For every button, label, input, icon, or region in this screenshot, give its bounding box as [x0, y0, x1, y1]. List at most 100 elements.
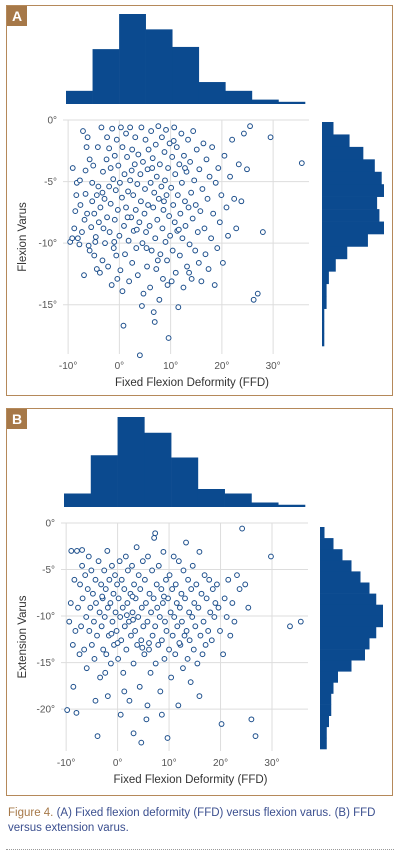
data-point: [132, 134, 139, 141]
data-point: [178, 590, 185, 597]
y-histogram-bar: [320, 726, 327, 739]
data-point: [211, 282, 218, 288]
data-point: [139, 644, 146, 651]
data-point: [164, 735, 171, 741]
data-point: [86, 156, 93, 163]
x-histogram-bar: [251, 502, 279, 507]
x-histogram-bar: [92, 49, 120, 104]
data-point: [196, 166, 203, 173]
data-point: [92, 239, 99, 245]
data-point: [101, 614, 108, 620]
data-point: [113, 252, 120, 259]
x-histogram-bar: [119, 14, 146, 104]
data-point: [118, 124, 124, 131]
data-point: [79, 229, 85, 235]
data-point: [242, 581, 249, 588]
data-point: [175, 304, 182, 311]
data-point: [152, 141, 159, 148]
data-point: [84, 586, 91, 592]
data-point: [102, 240, 108, 247]
data-point: [100, 168, 106, 175]
data-point: [182, 165, 188, 171]
data-point: [116, 232, 123, 239]
data-point: [171, 219, 178, 226]
data-point: [141, 210, 148, 217]
data-point: [183, 628, 190, 634]
data-point: [195, 259, 202, 266]
data-point: [298, 160, 305, 167]
x-tick-label: 30°: [264, 758, 279, 769]
data-point: [199, 186, 206, 192]
data-point: [89, 198, 96, 205]
data-point: [190, 128, 197, 134]
data-point: [136, 219, 143, 226]
data-point: [79, 595, 86, 602]
y-histogram-bar: [320, 538, 334, 550]
data-point: [73, 709, 80, 716]
data-point: [152, 530, 159, 537]
data-point: [143, 600, 149, 606]
data-point: [138, 604, 145, 611]
data-point: [195, 604, 202, 611]
data-point: [244, 166, 250, 173]
data-point: [94, 632, 100, 639]
data-point: [74, 548, 80, 554]
data-point: [71, 225, 78, 232]
data-point: [151, 534, 158, 541]
y-histogram-bar: [320, 671, 338, 683]
data-point: [90, 590, 96, 597]
data-point: [128, 632, 134, 639]
data-point: [116, 558, 123, 565]
data-point: [162, 177, 168, 184]
data-point: [176, 252, 183, 259]
data-point: [160, 275, 166, 282]
data-point: [212, 179, 219, 186]
data-point: [147, 284, 154, 291]
data-point: [145, 553, 151, 560]
data-point: [106, 229, 113, 235]
data-point: [193, 581, 200, 588]
data-point: [170, 138, 177, 144]
data-point: [93, 266, 100, 272]
data-point: [115, 655, 122, 662]
y-tick-label: -15°: [37, 658, 55, 669]
data-point: [72, 628, 79, 634]
data-point: [166, 213, 172, 219]
data-point: [182, 595, 188, 602]
data-point: [172, 651, 179, 658]
data-point: [161, 593, 167, 600]
panel-label: A: [7, 6, 27, 26]
data-point: [168, 674, 175, 681]
data-point: [152, 623, 159, 630]
data-point: [183, 539, 189, 546]
data-point: [114, 207, 121, 213]
data-point: [81, 646, 88, 653]
data-point: [101, 567, 108, 574]
data-point: [112, 609, 119, 616]
data-point: [205, 266, 212, 272]
data-point: [177, 210, 184, 217]
y-histogram-bar: [322, 321, 325, 334]
data-point: [169, 247, 176, 254]
data-point: [184, 263, 190, 270]
data-point: [98, 581, 105, 588]
data-point: [188, 275, 195, 282]
data-point: [206, 173, 213, 180]
data-point: [159, 225, 166, 232]
data-point: [198, 278, 205, 285]
data-point: [113, 136, 120, 143]
data-point: [107, 165, 114, 171]
data-point: [108, 630, 115, 637]
y-tick-label: -15°: [39, 300, 57, 311]
data-point: [149, 632, 156, 639]
data-point: [236, 586, 243, 592]
data-point: [254, 290, 261, 297]
data-point: [194, 660, 201, 667]
data-point: [123, 612, 130, 619]
x-histogram-bar: [278, 101, 306, 104]
x-tick-label: 0°: [113, 758, 123, 769]
data-point: [185, 204, 192, 211]
data-point: [99, 257, 106, 264]
data-point: [153, 173, 160, 180]
y-histogram-bar: [322, 171, 382, 185]
